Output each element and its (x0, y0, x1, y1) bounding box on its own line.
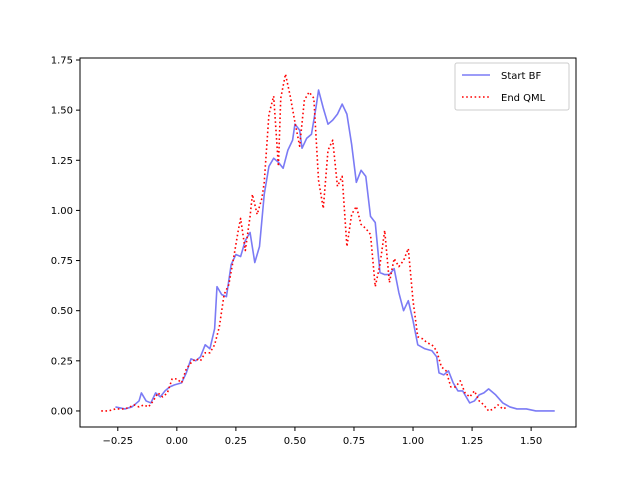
plot-frame (79, 57, 577, 428)
x-axis: −0.25 0.00 0.25 0.50 0.75 1.00 1.25 1.50 (102, 427, 542, 447)
x-tick-label: 0.50 (284, 436, 306, 447)
plot-area (80, 58, 576, 427)
x-tick-label: 1.00 (402, 436, 424, 447)
legend-label-start-bf: Start BF (501, 71, 541, 82)
y-tick-label: 0.50 (51, 306, 73, 317)
legend: Start BF End QML (454, 62, 570, 111)
x-tick-label: 1.25 (461, 436, 483, 447)
x-tick-label: 0.25 (225, 436, 247, 447)
legend-label-end-qml: End QML (501, 93, 546, 104)
x-tick-label: 0.00 (166, 436, 188, 447)
x-tick-label: 1.50 (520, 436, 542, 447)
y-tick-label: 1.50 (51, 106, 73, 117)
x-tick-label: 0.75 (343, 436, 365, 447)
y-tick-label: 0.75 (51, 256, 73, 267)
series-line-start-bf (115, 89, 555, 412)
x-tick-label: −0.25 (102, 436, 133, 447)
series-layer (101, 73, 555, 412)
y-tick-label: 1.00 (51, 206, 73, 217)
y-tick-label: 0.00 (51, 406, 73, 417)
y-tick-label: 1.25 (51, 156, 73, 167)
y-axis: 0.00 0.25 0.50 0.75 1.00 1.25 1.50 1.75 (51, 56, 80, 417)
y-tick-label: 0.25 (51, 356, 73, 367)
y-tick-label: 1.75 (51, 56, 73, 67)
